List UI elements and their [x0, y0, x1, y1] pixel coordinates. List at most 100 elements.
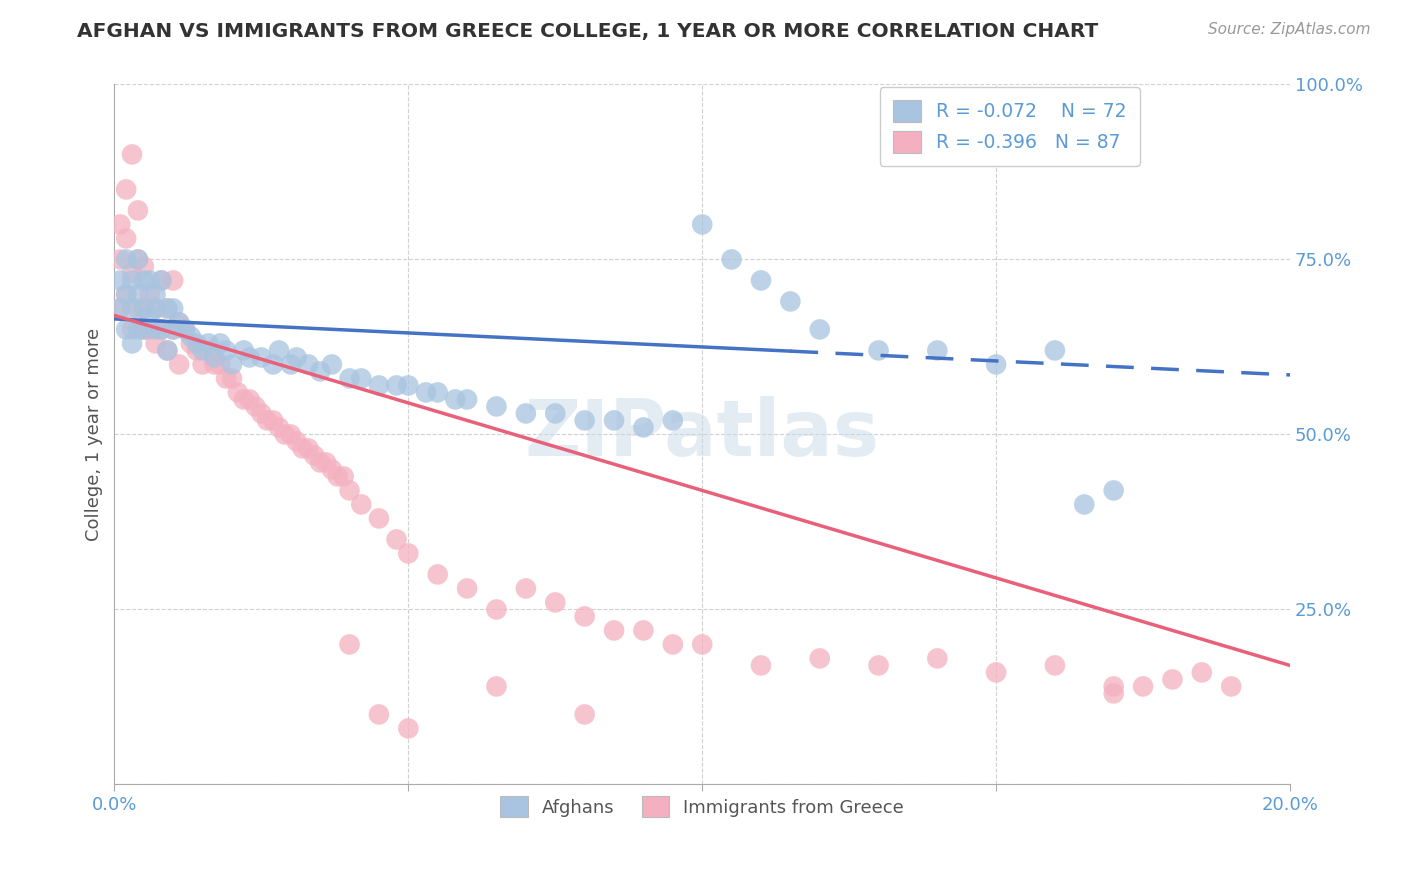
Point [779, 294, 801, 309]
Point [280, 358, 302, 372]
Point [267, 420, 290, 434]
Point [115, 252, 138, 267]
Point [262, 413, 284, 427]
Point [162, 273, 184, 287]
Legend: Afghans, Immigrants from Greece: Afghans, Immigrants from Greece [494, 789, 911, 824]
Point [262, 358, 284, 372]
Point [368, 511, 391, 525]
Point [250, 406, 273, 420]
Point [110, 273, 132, 287]
Point [633, 420, 655, 434]
Point [662, 637, 685, 651]
Point [385, 378, 408, 392]
Point [197, 336, 219, 351]
Point [127, 252, 149, 267]
Point [485, 602, 508, 616]
Point [984, 665, 1007, 680]
Point [110, 218, 132, 232]
Point [127, 203, 149, 218]
Point [603, 624, 626, 638]
Point [132, 322, 155, 336]
Point [239, 351, 262, 365]
Point [321, 358, 343, 372]
Point [326, 469, 349, 483]
Point [297, 358, 319, 372]
Point [191, 358, 214, 372]
Point [350, 498, 373, 512]
Point [215, 371, 238, 385]
Point [115, 322, 138, 336]
Point [121, 301, 143, 316]
Point [145, 322, 167, 336]
Point [808, 651, 831, 665]
Point [127, 287, 149, 301]
Point [162, 322, 184, 336]
Point [633, 624, 655, 638]
Point [121, 147, 143, 161]
Point [167, 358, 190, 372]
Point [396, 378, 419, 392]
Point [209, 358, 232, 372]
Point [396, 546, 419, 560]
Point [256, 413, 278, 427]
Point [339, 637, 361, 651]
Point [662, 413, 685, 427]
Point [1220, 680, 1243, 694]
Point [574, 609, 596, 624]
Point [162, 322, 184, 336]
Point [444, 392, 467, 407]
Text: ZIPatlas: ZIPatlas [524, 396, 880, 473]
Point [115, 287, 138, 301]
Point [138, 287, 160, 301]
Point [121, 267, 143, 281]
Point [1043, 343, 1066, 358]
Point [209, 336, 232, 351]
Point [368, 707, 391, 722]
Point [984, 358, 1007, 372]
Point [309, 364, 332, 378]
Point [197, 343, 219, 358]
Text: Source: ZipAtlas.com: Source: ZipAtlas.com [1208, 22, 1371, 37]
Point [232, 392, 254, 407]
Point [150, 273, 173, 287]
Point [132, 260, 155, 274]
Point [396, 722, 419, 736]
Point [1161, 673, 1184, 687]
Point [215, 343, 238, 358]
Point [186, 343, 208, 358]
Point [202, 351, 225, 365]
Point [749, 273, 772, 287]
Point [515, 582, 537, 596]
Point [927, 651, 949, 665]
Point [456, 392, 478, 407]
Point [749, 658, 772, 673]
Point [232, 343, 254, 358]
Point [226, 385, 249, 400]
Point [426, 567, 449, 582]
Point [150, 273, 173, 287]
Point [315, 455, 337, 469]
Point [1102, 686, 1125, 700]
Point [285, 434, 308, 449]
Point [274, 427, 297, 442]
Point [309, 455, 332, 469]
Point [121, 322, 143, 336]
Point [145, 336, 167, 351]
Point [150, 322, 173, 336]
Point [304, 449, 326, 463]
Point [368, 378, 391, 392]
Point [385, 533, 408, 547]
Point [515, 406, 537, 420]
Point [180, 336, 202, 351]
Point [145, 287, 167, 301]
Point [138, 273, 160, 287]
Point [291, 442, 314, 456]
Point [127, 322, 149, 336]
Point [285, 351, 308, 365]
Point [1132, 680, 1154, 694]
Point [808, 322, 831, 336]
Point [132, 322, 155, 336]
Point [339, 483, 361, 498]
Point [156, 301, 179, 316]
Point [110, 252, 132, 267]
